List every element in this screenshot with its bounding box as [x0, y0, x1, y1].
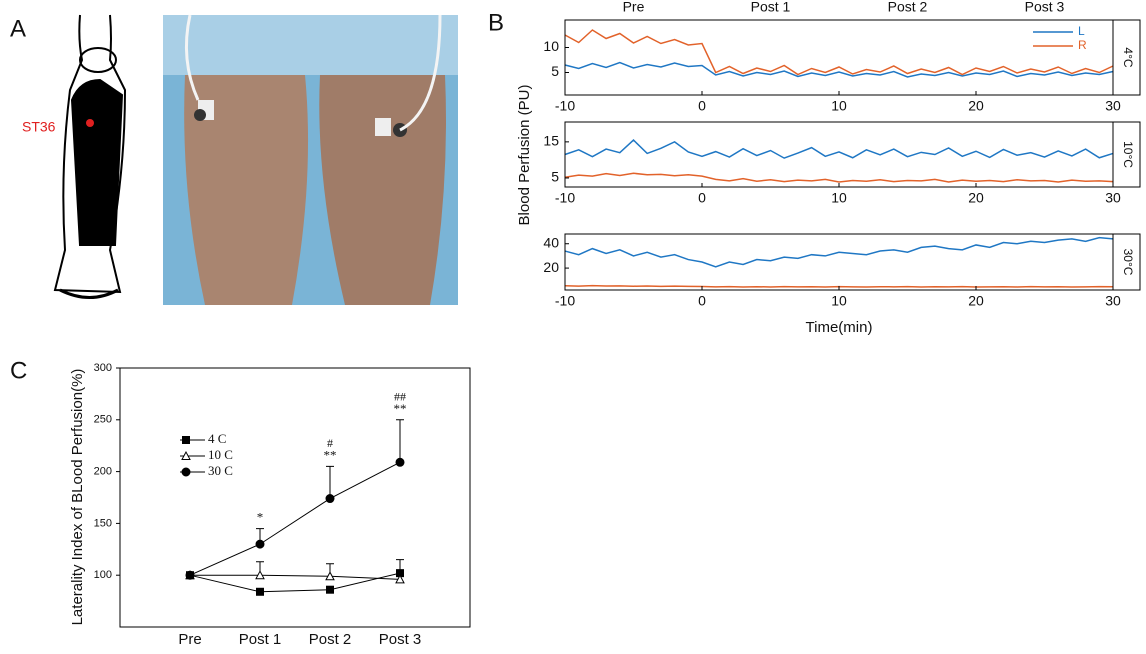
plot-frame: [564, 233, 1114, 291]
y-axis-label: Laterality Index of BLood Perfusion(%): [69, 369, 86, 626]
y-tick-label: 20: [543, 259, 559, 275]
phase-label: Post 2: [888, 0, 928, 15]
x-tick-label: 30: [1105, 190, 1121, 206]
legend-label: L: [1078, 24, 1085, 38]
side-box: [1112, 233, 1141, 291]
x-tick-label: 0: [698, 98, 706, 114]
y-tick-label: 250: [94, 414, 112, 426]
x-tick-label: Pre: [178, 631, 201, 648]
plot-frame: [564, 19, 1114, 96]
x-tick-label: 0: [698, 190, 706, 206]
panel-label: C: [10, 357, 27, 384]
marker: [255, 570, 265, 580]
x-tick-label: 10: [831, 293, 847, 309]
leg-photo: [163, 14, 458, 305]
marker: [185, 570, 195, 580]
point-label: ST36: [22, 119, 56, 135]
x-tick-label: Post 3: [379, 631, 422, 648]
x-tick-label: 20: [968, 190, 984, 206]
significance-hash: #: [327, 436, 333, 450]
significance-hash: ##: [394, 390, 406, 404]
legend-label: R: [1078, 38, 1087, 52]
legend-label: 10 C: [208, 447, 233, 462]
x-tick-label: Post 1: [239, 631, 282, 648]
x-tick-label: 0: [698, 293, 706, 309]
panel-label: A: [10, 15, 26, 42]
error-bar: [326, 465, 334, 499]
y-tick-label: 40: [543, 234, 559, 250]
panel-label: B: [488, 9, 504, 36]
series-line: [564, 236, 1114, 268]
marker: [325, 494, 335, 504]
series-line: [564, 29, 1114, 76]
x-tick-label: 30: [1105, 98, 1121, 114]
plot-frame: [564, 121, 1114, 188]
y-tick-label: 150: [94, 517, 112, 529]
marker: [255, 539, 265, 549]
y-tick-label: 200: [94, 466, 112, 478]
marker: [395, 457, 405, 467]
significance-star: *: [257, 510, 264, 525]
x-tick-label: -10: [555, 190, 575, 206]
significance-star: **: [394, 401, 407, 416]
phase-label: Post 1: [751, 0, 791, 15]
phase-label: Pre: [623, 0, 645, 15]
x-axis-label: Time(min): [806, 319, 873, 336]
significance-star: **: [324, 447, 337, 462]
y-axis-label: Blood Perfusion (PU): [516, 85, 533, 226]
marker: [182, 436, 190, 444]
series-line: [564, 172, 1114, 183]
x-tick-label: 20: [968, 293, 984, 309]
y-tick-label: 10: [543, 38, 559, 54]
x-tick-label: 20: [968, 98, 984, 114]
error-bar: [396, 419, 404, 463]
marker: [326, 585, 334, 594]
series-line: [189, 461, 401, 576]
x-tick-label: 10: [831, 98, 847, 114]
legend-label: 4 C: [208, 431, 226, 446]
series-line: [564, 139, 1114, 159]
y-tick-label: 15: [543, 133, 559, 149]
side-label: 4°C: [1121, 47, 1135, 67]
side-box: [1112, 121, 1141, 188]
x-tick-label: 10: [831, 190, 847, 206]
side-label: 10°C: [1121, 141, 1135, 168]
series-line: [189, 572, 401, 593]
side-box: [1112, 19, 1141, 96]
x-tick-label: -10: [555, 293, 575, 309]
marker: [395, 574, 405, 584]
y-tick-label: 100: [94, 569, 112, 581]
marker: [325, 571, 335, 581]
plot-frame: [119, 367, 471, 628]
x-tick-label: Post 2: [309, 631, 352, 648]
x-tick-label: -10: [555, 98, 575, 114]
x-tick-label: 30: [1105, 293, 1121, 309]
legend-label: 30 C: [208, 463, 233, 478]
leg-illustration: [53, 14, 127, 299]
phase-label: Post 3: [1025, 0, 1065, 15]
series-line: [190, 574, 401, 580]
acupoint: [86, 119, 94, 127]
y-tick-label: 5: [551, 63, 559, 79]
marker: [181, 467, 191, 477]
y-tick-label: 300: [94, 362, 112, 374]
side-label: 30°C: [1121, 249, 1135, 276]
marker: [256, 587, 264, 596]
series-line: [564, 61, 1114, 78]
marker: [181, 450, 191, 460]
y-tick-label: 5: [551, 169, 559, 185]
